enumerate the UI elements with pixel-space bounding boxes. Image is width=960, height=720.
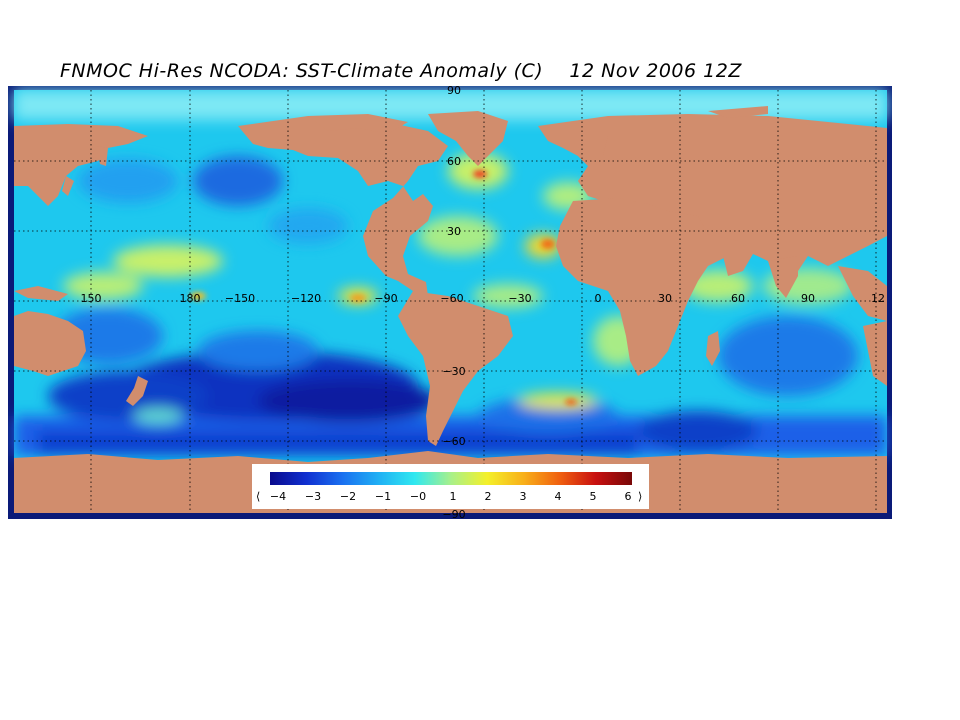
longitude-label: −30 <box>508 292 531 305</box>
longitude-label: −150 <box>225 292 255 305</box>
colorbar-gradient <box>270 472 632 485</box>
graticule <box>14 90 887 513</box>
new-zealand <box>126 376 148 406</box>
longitude-label: 12 <box>871 292 885 305</box>
longitude-labels: 150 180 −150 −120 −90 −60 −30 0 30 60 90 12 <box>81 292 886 305</box>
africa <box>556 198 728 376</box>
colorbar: ⟨ ⟩ −4 −3 −2 −1 −0 1 2 3 4 5 6 <box>252 464 649 509</box>
colorbar-tick-label: 1 <box>450 490 457 503</box>
anomaly-hotspots <box>190 170 577 405</box>
colorbar-tick-label: −1 <box>375 490 391 503</box>
latitude-labels: 90 60 30 −30 −60 −90 <box>442 86 465 519</box>
north-america <box>238 116 448 296</box>
latitude-label: 30 <box>447 225 461 238</box>
colorbar-tick-label: −0 <box>410 490 426 503</box>
colorbar-left-arrow: ⟨ <box>256 490 260 503</box>
longitude-label: 30 <box>658 292 672 305</box>
longitude-label: 60 <box>731 292 745 305</box>
date-text: 12 Nov 2006 12Z <box>569 60 742 82</box>
arabia <box>708 234 753 276</box>
indonesia <box>14 286 68 301</box>
longitude-label: 0 <box>595 292 602 305</box>
longitude-label: 150 <box>81 292 102 305</box>
longitude-label: −120 <box>291 292 321 305</box>
colorbar-tick-label: 6 <box>625 490 632 503</box>
longitude-label: 180 <box>180 292 201 305</box>
map-frame: 150 180 −150 −120 −90 −60 −30 0 30 60 90 12 90 60 30−… <box>8 86 892 519</box>
colorbar-tick-label: −3 <box>305 490 321 503</box>
longitude-label: −60 <box>440 292 463 305</box>
madagascar <box>706 331 720 366</box>
asia-west-edge <box>14 124 148 206</box>
australia-right <box>863 321 887 386</box>
colorbar-tick-label: 4 <box>555 490 562 503</box>
title-text: FNMOC Hi-Res NCODA: SST-Climate Anomaly … <box>60 60 544 82</box>
arctic-islands-east <box>708 106 768 118</box>
colorbar-right-arrow: ⟩ <box>638 490 642 503</box>
longitude-label: 90 <box>801 292 815 305</box>
latitude-label: −60 <box>442 435 465 448</box>
anomaly-field <box>14 90 887 456</box>
colorbar-tick-label: 3 <box>520 490 527 503</box>
se-asia-right <box>838 266 887 321</box>
colorbar-tick-label: 2 <box>485 490 492 503</box>
latitude-label: 60 <box>447 155 461 168</box>
land-masses <box>14 106 887 513</box>
colorbar-background <box>252 464 649 509</box>
colorbar-tick-label: −4 <box>270 490 286 503</box>
scandinavia <box>568 131 608 166</box>
greenland <box>428 111 508 166</box>
colorbar-tick-label: −2 <box>340 490 356 503</box>
sst-anomaly-map: 150 180 −150 −120 −90 −60 −30 0 30 60 90 12 906030−… <box>14 86 887 519</box>
map-title: FNMOC Hi-Res NCODA: SST-Climate Anomaly … <box>60 60 742 82</box>
latitude-label: −90 <box>442 508 465 519</box>
australia <box>14 311 86 376</box>
eurasia <box>538 114 887 276</box>
canadian-arctic <box>308 114 408 134</box>
japan <box>62 176 74 196</box>
longitude-label: −90 <box>374 292 397 305</box>
latitude-label: 90 <box>447 86 461 97</box>
colorbar-ticks: −4 −3 −2 −1 −0 1 2 3 4 5 6 <box>270 490 632 503</box>
colorbar-tick-label: 5 <box>590 490 597 503</box>
india <box>768 256 798 298</box>
latitude-label: −30 <box>442 365 465 378</box>
